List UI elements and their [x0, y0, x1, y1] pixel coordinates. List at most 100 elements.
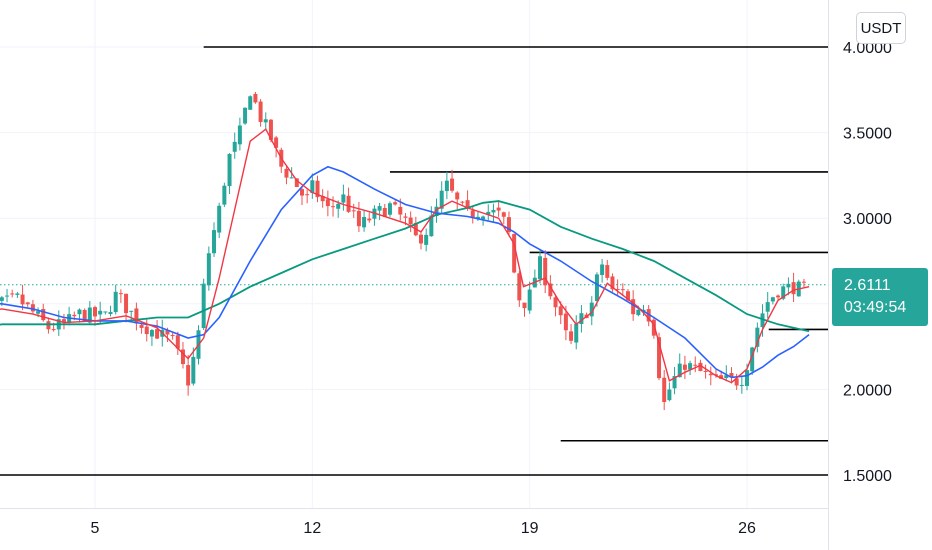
candle-body [589, 302, 594, 317]
candle-body [569, 331, 574, 341]
candle-body [481, 216, 486, 220]
candle-body [506, 217, 511, 233]
candle-body [538, 256, 543, 280]
last-price-tag: 2.6111 03:49:54 [832, 268, 928, 326]
candle-body [755, 327, 760, 347]
candle-body [439, 190, 444, 209]
candle-body [253, 93, 258, 103]
ma-mid-line [0, 165, 810, 379]
candle-body [739, 384, 744, 386]
candle-body [450, 178, 455, 191]
candle-body [237, 125, 242, 145]
candle-body [496, 207, 501, 211]
candle-body [222, 185, 227, 205]
candle-body [527, 289, 532, 311]
candle-body [729, 372, 734, 378]
time-tick-label: 26 [738, 520, 756, 537]
candle-body [625, 291, 630, 300]
candle-body [201, 283, 206, 328]
candle-body [356, 210, 361, 227]
candle-body [336, 203, 341, 209]
time-axis[interactable]: 5 12 19 26 [91, 520, 756, 537]
bar-countdown: 03:49:54 [844, 299, 907, 316]
candle-body [82, 310, 87, 322]
price-tick-label: 3.0000 [843, 211, 892, 228]
candle-body [615, 288, 620, 290]
candle-body [341, 194, 346, 203]
candle-body [46, 321, 51, 330]
candle-body [87, 307, 92, 323]
ma-slow-line [0, 200, 810, 333]
candle-body [15, 293, 20, 295]
price-axis[interactable]: 4.0000 3.5000 3.0000 2.0000 1.5000 [843, 40, 892, 485]
currency-badge[interactable]: USDT [856, 12, 906, 44]
candle-body [41, 309, 46, 321]
candle-body [750, 347, 755, 372]
candle-body [501, 212, 506, 217]
candle-body [243, 107, 248, 124]
candle-body [232, 141, 237, 152]
candle-body [305, 194, 310, 196]
candle-body [129, 310, 134, 312]
candle-body [377, 206, 382, 211]
candle-body [801, 281, 806, 283]
candle-body [5, 295, 10, 297]
candle-body [212, 230, 217, 254]
candle-body [398, 206, 403, 215]
candle-body [0, 297, 4, 301]
candle-body [646, 309, 651, 322]
candle-body [651, 319, 656, 336]
candle-body [331, 206, 336, 208]
candle-body [25, 302, 30, 305]
candle-body [682, 364, 687, 370]
candle-body [455, 192, 460, 200]
price-tick-label: 1.5000 [843, 468, 892, 485]
candle-body [719, 375, 724, 379]
candle-body [30, 304, 35, 312]
candle-body [610, 276, 615, 290]
time-tick-label: 5 [91, 520, 100, 537]
candle-body [470, 210, 475, 218]
candle-body [693, 364, 698, 366]
candle-body [703, 370, 708, 372]
candle-body [600, 264, 605, 275]
candle-body [274, 137, 279, 148]
candle-body [548, 283, 553, 297]
candle-body [217, 205, 222, 233]
candle-body [434, 206, 439, 216]
candle-body [93, 307, 97, 317]
candle-body [77, 309, 82, 315]
candle-body [636, 309, 641, 315]
candle-body [134, 308, 139, 324]
candle-body [108, 312, 113, 315]
candle-body [408, 217, 413, 225]
candle-body [320, 196, 325, 202]
candle-body [688, 363, 693, 370]
candle-body [512, 234, 517, 273]
time-tick-label: 12 [303, 520, 321, 537]
grid [0, 0, 828, 508]
candle-body [124, 293, 129, 314]
candle-body [191, 356, 196, 384]
candle-body [180, 349, 185, 365]
candle-body [594, 274, 599, 301]
last-price-value: 2.6111 [844, 277, 891, 294]
candle-body [667, 389, 672, 401]
candle-body [118, 293, 123, 295]
candle-body [776, 295, 781, 298]
candle-body [605, 265, 610, 278]
candle-body [268, 119, 273, 140]
candle-body [698, 362, 703, 372]
candle-body [263, 119, 268, 123]
candle-body [170, 335, 175, 337]
candle-body [113, 291, 118, 313]
candle-body [724, 375, 729, 379]
candle-body [61, 319, 66, 323]
candle-body [620, 289, 625, 291]
candle-body [299, 189, 304, 196]
candle-body [403, 216, 408, 218]
candle-body [558, 306, 563, 316]
candle-body [419, 234, 423, 244]
